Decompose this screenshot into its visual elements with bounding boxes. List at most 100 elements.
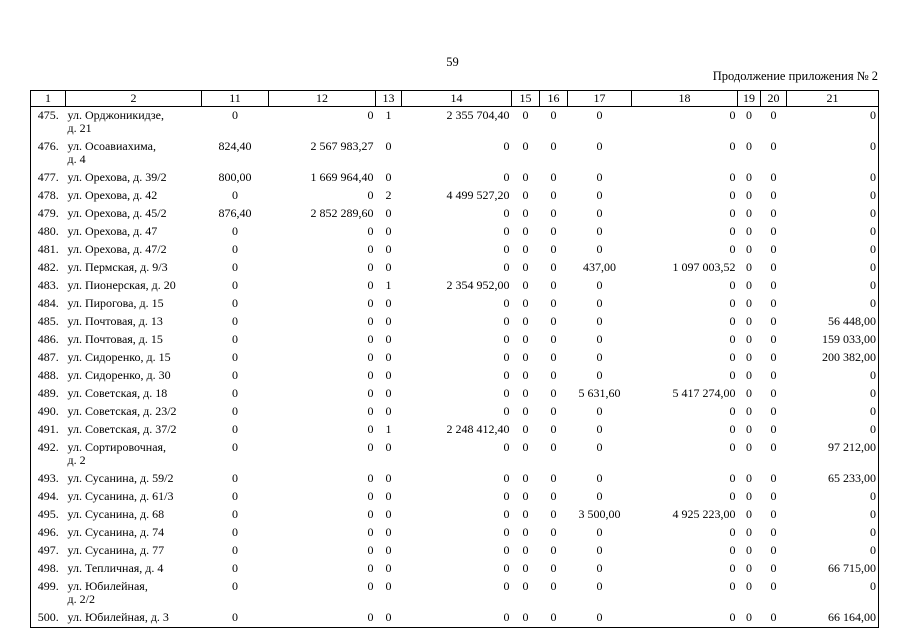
value-cell: 0 xyxy=(870,108,876,122)
value-cell: 0 xyxy=(596,108,603,122)
value-cell: 0 xyxy=(503,543,510,557)
value-cell: 0 xyxy=(770,188,777,202)
value-cell: 0 xyxy=(522,386,529,400)
value-cell: 0 xyxy=(550,108,557,122)
value-cell: 0 xyxy=(522,224,529,238)
value-cell: 0 xyxy=(596,440,603,454)
value-cell: 0 xyxy=(596,170,603,184)
value-cell: 0 xyxy=(522,188,529,202)
value-cell: 0 xyxy=(522,404,529,418)
value-cell: 0 xyxy=(770,610,777,624)
value-cell: 0 xyxy=(522,332,529,346)
value-cell: 0 xyxy=(550,296,557,310)
row-number-cell: 485. xyxy=(37,314,59,328)
value-cell: 0 xyxy=(385,610,392,624)
value-cell: 0 xyxy=(522,610,529,624)
row-number-cell: 486. xyxy=(37,332,59,346)
value-cell: 0 xyxy=(729,404,736,418)
value-cell: 0 xyxy=(770,139,777,153)
value-cell: 0 xyxy=(550,543,557,557)
value-cell: 0 xyxy=(522,422,529,436)
value-cell: 0 xyxy=(503,386,510,400)
value-cell: 0 xyxy=(770,350,777,364)
address-cell: ул. Почтовая, д. 15 xyxy=(67,332,163,346)
value-cell: 0 xyxy=(503,561,510,575)
value-cell: 0 xyxy=(503,610,510,624)
value-cell: 0 xyxy=(367,440,374,454)
value-cell: 0 xyxy=(770,314,777,328)
value-cell: 0 xyxy=(503,206,510,220)
value-cell: 0 xyxy=(746,332,752,346)
value-cell: 0 xyxy=(870,206,876,220)
address-cell: ул. Орехова, д. 42 xyxy=(67,188,158,202)
value-cell: 0 xyxy=(729,525,736,539)
table-row: 488. ул. Сидоренко, д. 30 0 0 0 0 0 0 0 0 0 0 0 xyxy=(31,367,879,385)
table-row: 486. ул. Почтовая, д. 15 0 0 0 0 0 0 0 0 0 0 159 033… xyxy=(31,331,879,349)
value-cell: 0 xyxy=(870,224,876,238)
value-cell: 0 xyxy=(870,579,876,593)
row-number-cell: 489. xyxy=(37,386,59,400)
value-cell: 0 xyxy=(770,206,777,220)
value-cell: 0 xyxy=(385,170,392,184)
value-cell: 0 xyxy=(729,489,736,503)
value-cell: 0 xyxy=(232,350,238,364)
value-cell: 0 xyxy=(729,350,736,364)
value-cell: 0 xyxy=(503,139,510,153)
value-cell: 0 xyxy=(729,296,736,310)
value-cell: 0 xyxy=(729,422,736,436)
table-row: 496. ул. Сусанина, д. 74 0 0 0 0 0 0 0 0 0 0 0 xyxy=(31,524,879,542)
value-cell: 0 xyxy=(522,543,529,557)
value-cell: 0 xyxy=(550,332,557,346)
value-cell: 0 xyxy=(746,525,752,539)
row-number-cell: 490. xyxy=(37,404,59,418)
value-cell: 0 xyxy=(367,422,374,436)
value-cell: 0 xyxy=(503,489,510,503)
value-cell: 0 xyxy=(596,404,603,418)
address-cell: ул. Орехова, д. 39/2 xyxy=(67,170,167,184)
value-cell: 0 xyxy=(385,489,392,503)
value-cell: 0 xyxy=(870,368,876,382)
value-cell: 0 xyxy=(770,296,777,310)
value-cell: 0 xyxy=(550,507,557,521)
value-cell: 0 xyxy=(550,525,557,539)
row-number-cell: 496. xyxy=(37,525,59,539)
table-header-row: 1 2 11 12 13 14 15 16 17 18 19 20 21 xyxy=(30,90,879,107)
value-cell: 0 xyxy=(870,525,876,539)
table-row: 478. ул. Орехова, д. 42 0 0 2 4 499 527,20 0 0 0… xyxy=(31,187,879,205)
address-cell: ул. Орехова, д. 45/2 xyxy=(67,206,167,220)
value-cell: 2 567 983,27 xyxy=(310,139,374,153)
value-cell: 0 xyxy=(746,188,752,202)
value-cell: 0 xyxy=(870,489,876,503)
value-cell: 0 xyxy=(746,440,752,454)
value-cell: 0 xyxy=(596,368,603,382)
table-row: 497. ул. Сусанина, д. 77 0 0 0 0 0 0 0 0 0 0 0 xyxy=(31,542,879,560)
row-number-cell: 495. xyxy=(37,507,59,521)
value-cell: 0 xyxy=(870,507,876,521)
value-cell: 97 212,00 xyxy=(828,440,876,454)
value-cell: 0 xyxy=(870,260,876,274)
row-number-cell: 487. xyxy=(37,350,59,364)
value-cell: 0 xyxy=(367,579,374,593)
value-cell: 0 xyxy=(385,507,392,521)
value-cell: 0 xyxy=(596,296,603,310)
value-cell: 0 xyxy=(367,260,374,274)
value-cell: 0 xyxy=(770,170,777,184)
value-cell: 65 233,00 xyxy=(828,471,876,485)
value-cell: 0 xyxy=(770,278,777,292)
value-cell: 0 xyxy=(596,139,603,153)
value-cell: 0 xyxy=(385,561,392,575)
value-cell: 0 xyxy=(596,206,603,220)
row-number-cell: 494. xyxy=(37,489,59,503)
value-cell: 0 xyxy=(770,471,777,485)
address-cell: ул. Осоавиахима, д. 4 xyxy=(67,139,156,166)
value-cell: 0 xyxy=(385,440,392,454)
value-cell: 0 xyxy=(729,242,736,256)
table-row: 487. ул. Сидоренко, д. 15 0 0 0 0 0 0 0 0 0 0 200 38… xyxy=(31,349,879,367)
value-cell: 0 xyxy=(503,242,510,256)
table-row: 476. ул. Осоавиахима, д. 4 824,40 2 567 983… xyxy=(31,138,879,169)
value-cell: 0 xyxy=(770,561,777,575)
value-cell: 0 xyxy=(385,224,392,238)
value-cell: 0 xyxy=(770,108,777,122)
row-number-cell: 497. xyxy=(37,543,59,557)
table-row: 494. ул. Сусанина, д. 61/3 0 0 0 0 0 0 0 0 0 0 0 xyxy=(31,488,879,506)
